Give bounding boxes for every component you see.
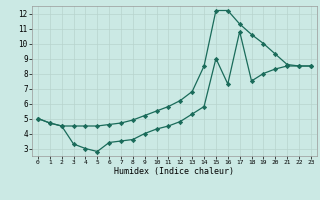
X-axis label: Humidex (Indice chaleur): Humidex (Indice chaleur) (115, 167, 234, 176)
